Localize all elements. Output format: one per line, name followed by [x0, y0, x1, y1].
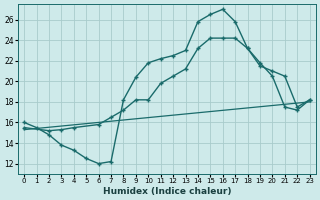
- X-axis label: Humidex (Indice chaleur): Humidex (Indice chaleur): [103, 187, 231, 196]
